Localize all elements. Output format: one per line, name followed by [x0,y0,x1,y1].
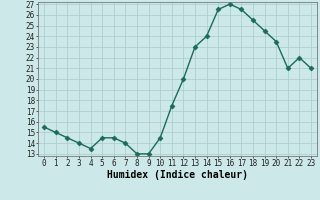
X-axis label: Humidex (Indice chaleur): Humidex (Indice chaleur) [107,170,248,180]
